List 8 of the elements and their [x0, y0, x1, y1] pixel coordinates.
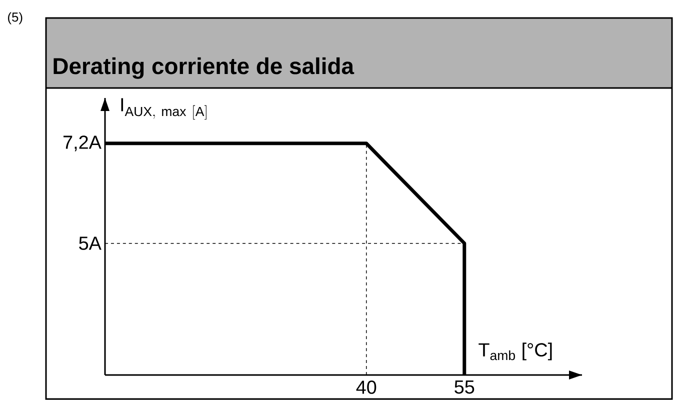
x-tick-label: 40: [356, 380, 376, 394]
text: (5): [8, 12, 22, 24]
y-tick-label: 7,2A: [64, 136, 102, 152]
y-axis-title: $\mathrm{I}_{\mathrm{AUX,\ max\ [A]}}$: [121, 98, 206, 120]
x-tick-label: 55: [454, 380, 474, 394]
chart-title: Derating corriente de salida: [54, 57, 354, 79]
y-tick-label: 5A: [79, 236, 102, 250]
x-axis-title: T$_{amb}$ [°C]: [478, 342, 552, 360]
